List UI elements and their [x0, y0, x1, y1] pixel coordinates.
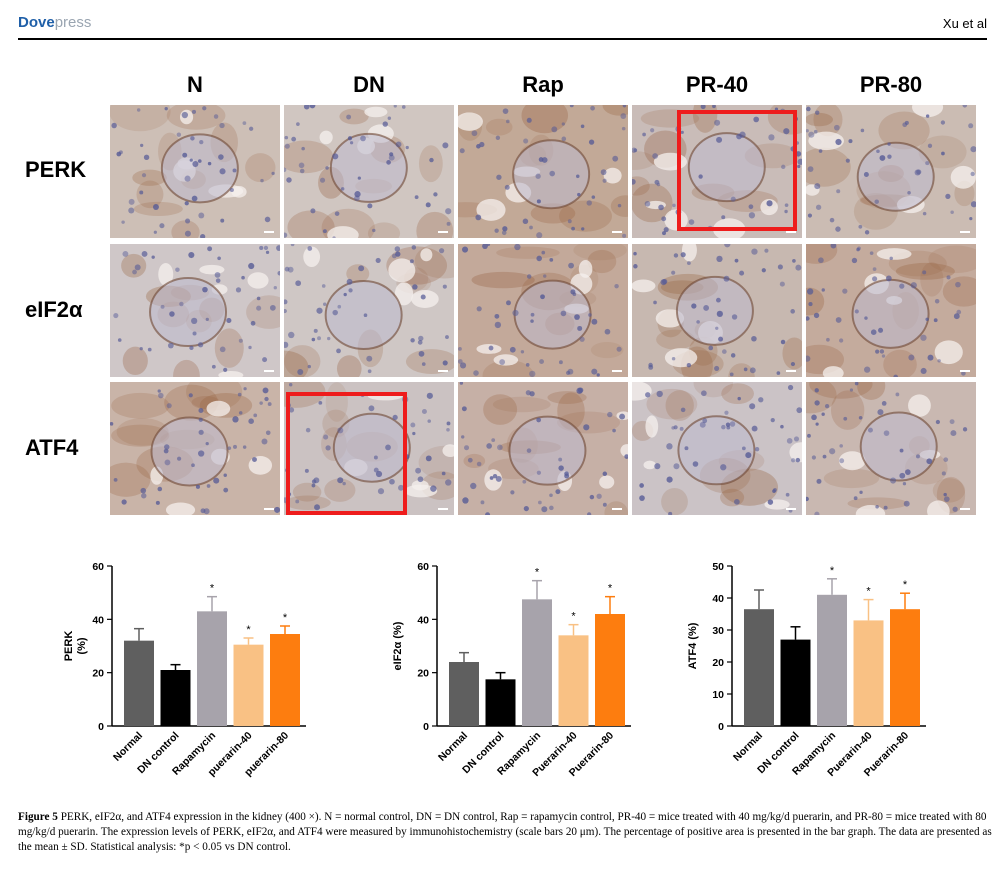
scale-bar: [786, 231, 796, 233]
scale-bar: [264, 508, 274, 510]
micrograph-perk-pr80: [806, 105, 976, 238]
category-label: Normal: [111, 730, 145, 764]
significance-marker: *: [535, 567, 540, 579]
micrograph-eif2a-rap: [458, 244, 628, 377]
scale-bar: [438, 508, 448, 510]
significance-marker: *: [210, 583, 215, 595]
running-authors: Xu et al: [942, 16, 987, 31]
journal-brand: Dovepress: [18, 14, 91, 31]
bar: [853, 620, 884, 726]
category-label: Normal: [436, 730, 470, 764]
row-label-eif2a: eIF2α: [25, 297, 83, 322]
scale-bar: [438, 370, 448, 372]
y-tick-label: 60: [417, 561, 429, 573]
bar: [558, 635, 589, 726]
significance-marker: *: [830, 565, 835, 577]
row-label-atf4: ATF4: [25, 435, 79, 460]
micrograph-eif2a-pr80: [806, 244, 976, 377]
y-tick-label: 0: [423, 721, 429, 733]
scale-bar: [612, 370, 622, 372]
bar: [744, 609, 774, 726]
y-tick-label: 0: [98, 721, 104, 733]
micrograph-atf4-pr40: [632, 382, 802, 515]
scale-bar: [960, 508, 970, 510]
bar: [270, 634, 300, 726]
scale-bar: [264, 370, 274, 372]
scale-bar: [786, 370, 796, 372]
micrograph-perk-rap: [458, 105, 628, 238]
bar-chart-atf4: ATF4 (%) 0 10 20 30 40 50 Normal DN control * Rapa…: [680, 548, 980, 793]
brand-dove: Dove: [18, 14, 55, 31]
column-label-n: N: [187, 72, 203, 97]
micrograph-perk-pr40: [632, 105, 802, 238]
bar: [780, 639, 811, 726]
column-label-pr40: PR-40: [685, 72, 749, 97]
category-label: Normal: [731, 730, 765, 764]
y-tick-label: 60: [92, 561, 104, 573]
significance-marker: *: [571, 611, 576, 623]
y-axis-label: PERK(%): [63, 631, 88, 662]
micrograph-atf4-pr80: [806, 382, 976, 515]
scale-bar: [960, 370, 970, 372]
scale-bar: [612, 231, 622, 233]
micrograph-atf4-dn: [284, 382, 454, 515]
y-tick-label: 40: [92, 614, 104, 626]
bar: [890, 609, 920, 726]
y-tick-label: 40: [712, 593, 724, 605]
significance-marker: *: [283, 612, 288, 624]
bar: [522, 599, 552, 726]
bar: [233, 644, 264, 726]
row-label-perk: PERK: [25, 157, 87, 182]
bar: [197, 611, 227, 726]
scale-bar: [786, 508, 796, 510]
bar: [817, 594, 847, 726]
significance-marker: *: [903, 579, 908, 591]
column-label-rap: Rap: [522, 72, 564, 97]
micrograph-perk-n: [110, 105, 280, 238]
header-rule: [18, 38, 987, 40]
significance-marker: *: [246, 624, 251, 636]
scale-bar: [264, 231, 274, 233]
bar-chart-eif2a: eIF2α (%) 0 20 40 60 Normal DN control * Rapamyc…: [385, 548, 685, 793]
column-label-pr80: PR-80: [859, 72, 923, 97]
significance-marker: *: [866, 586, 871, 598]
y-tick-label: 40: [417, 614, 429, 626]
bar: [124, 640, 154, 726]
scale-bar: [438, 231, 448, 233]
caption-text: PERK, eIF2α, and ATF4 expression in the …: [18, 811, 992, 853]
brand-press: press: [54, 14, 92, 31]
y-tick-label: 50: [712, 561, 724, 573]
micrograph-perk-dn: [284, 105, 454, 238]
bar: [160, 670, 191, 726]
y-tick-label: 10: [712, 689, 724, 701]
y-axis-label: eIF2α (%): [392, 621, 404, 670]
scale-bar: [960, 231, 970, 233]
micrograph-atf4-rap: [458, 382, 628, 515]
scale-bar: [612, 508, 622, 510]
y-tick-label: 20: [417, 668, 429, 680]
y-tick-label: 20: [92, 668, 104, 680]
column-label-dn: DN: [353, 72, 385, 97]
micrograph-eif2a-n: [110, 244, 280, 377]
y-tick-label: 30: [712, 625, 724, 637]
y-axis-label: ATF4 (%): [687, 622, 699, 669]
bar: [595, 614, 625, 726]
highlight-box-dn-atf4: [286, 392, 407, 515]
micrograph-eif2a-dn: [284, 244, 454, 377]
bar-chart-perk: PERK(%) 0 20 40 60 Normal DN control * Rapamycin…: [60, 548, 360, 793]
y-tick-label: 0: [718, 721, 724, 733]
micrograph-atf4-n: [110, 382, 280, 515]
micrograph-eif2a-pr40: [632, 244, 802, 377]
highlight-box-pr40-perk: [677, 110, 797, 231]
y-tick-label: 20: [712, 657, 724, 669]
bar: [449, 662, 479, 726]
bar: [485, 679, 516, 726]
significance-marker: *: [608, 583, 613, 595]
figure-caption: Figure 5 PERK, eIF2α, and ATF4 expressio…: [18, 810, 993, 855]
caption-label: Figure 5: [18, 811, 58, 823]
